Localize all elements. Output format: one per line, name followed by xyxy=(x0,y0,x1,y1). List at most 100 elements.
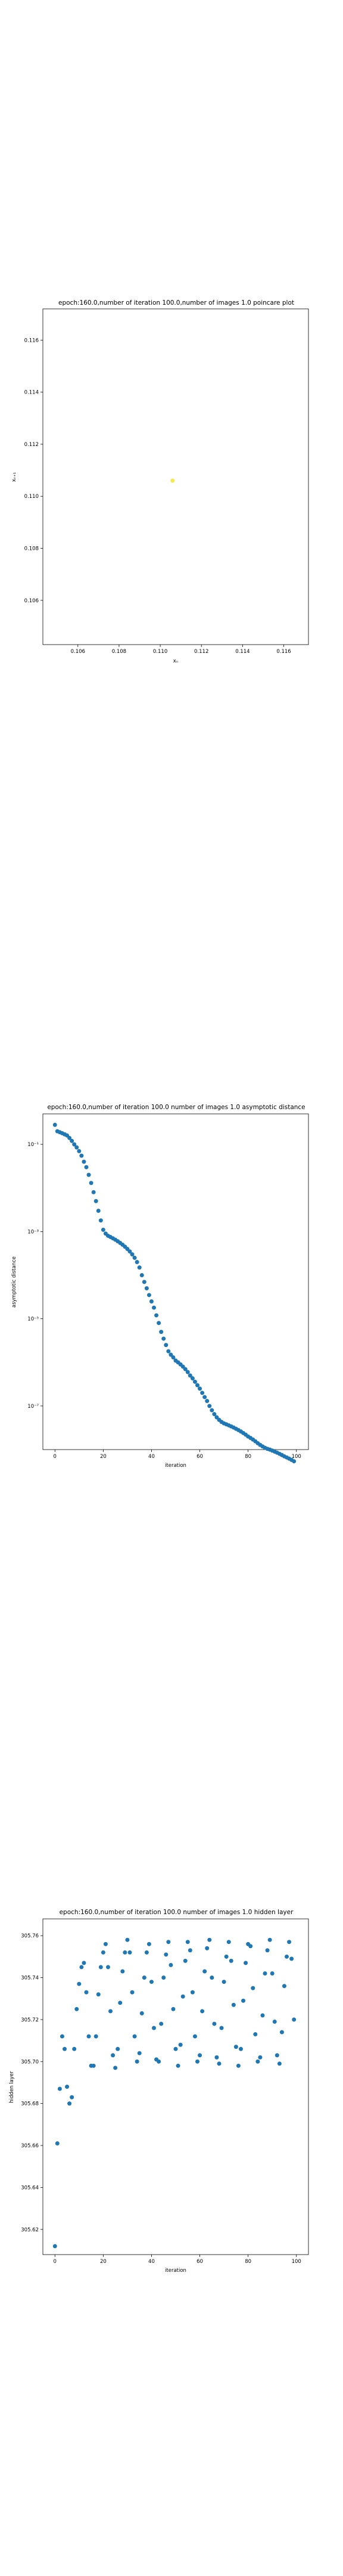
data-point xyxy=(137,1265,142,1270)
y-tick-label: 305.62 xyxy=(21,2227,39,2233)
data-point xyxy=(149,1299,154,1304)
data-point xyxy=(200,1391,205,1395)
data-point xyxy=(183,1958,188,1963)
y-tick-label: 0.116 xyxy=(24,338,39,343)
asymptotic-y-label: asymptotic distance xyxy=(11,1256,17,1308)
data-point xyxy=(96,1992,101,1997)
data-point xyxy=(84,1165,89,1169)
x-tick-label: 0.108 xyxy=(112,649,126,655)
x-tick-label: 100 xyxy=(292,1454,301,1460)
y-tick-label: 0.112 xyxy=(24,442,39,448)
data-point xyxy=(292,1459,297,1464)
data-point xyxy=(154,1313,159,1318)
hidden-layer-plot-area xyxy=(42,1918,309,2255)
data-point xyxy=(161,1976,166,1980)
y-tick-label: 10⁻⁵ xyxy=(27,1317,39,1323)
data-point xyxy=(139,2011,144,2015)
data-point xyxy=(287,1940,292,1945)
data-point xyxy=(98,1965,103,1970)
y-tick-label: 0.114 xyxy=(24,390,39,396)
x-tick-label: 40 xyxy=(148,2259,155,2265)
data-point xyxy=(111,2053,116,2058)
data-point xyxy=(149,1980,154,1984)
y-tick-label: 0.110 xyxy=(24,494,39,500)
x-tick-label: 60 xyxy=(197,1454,203,1460)
y-tick-label: 305.72 xyxy=(21,2017,39,2023)
data-point xyxy=(159,1330,164,1335)
hidden-layer-chart: epoch:160.0,number of iteration 100.0 nu… xyxy=(9,1909,309,2274)
data-point xyxy=(55,2141,60,2146)
data-point xyxy=(267,1937,272,1942)
data-point xyxy=(169,1962,173,1967)
data-point xyxy=(255,2059,260,2064)
hidden-layer-x-label: iteration xyxy=(165,2268,186,2274)
data-point xyxy=(67,2101,72,2106)
x-tick-label: 80 xyxy=(245,1454,251,1460)
data-point xyxy=(159,2021,164,2026)
y-tick-label: 305.74 xyxy=(21,1976,39,1981)
data-point xyxy=(166,1349,171,1354)
data-point xyxy=(200,2009,205,2014)
poincare-y-ticks: 0.106 0.108 0.110 0.112 0.114 0.116 xyxy=(24,338,43,604)
data-point xyxy=(77,1981,82,1986)
x-tick-label: 20 xyxy=(100,2259,107,2265)
asymptotic-x-ticks: 0 20 40 60 80 100 xyxy=(54,1450,301,1460)
data-point xyxy=(72,1142,77,1147)
data-point xyxy=(265,1948,270,1953)
data-point xyxy=(142,1280,146,1284)
data-point xyxy=(224,1954,229,1959)
hidden-layer-points xyxy=(52,1937,297,2249)
y-tick-label: 10⁻¹ xyxy=(27,1142,39,1148)
data-point xyxy=(161,1336,166,1341)
data-point xyxy=(108,2009,113,2014)
data-point xyxy=(152,2026,157,2030)
y-tick-label: 10⁻⁷ xyxy=(27,1404,39,1410)
x-tick-label: 80 xyxy=(245,2259,251,2265)
data-point xyxy=(248,1944,253,1949)
data-point xyxy=(70,1138,74,1143)
poincare-y-label: xₙ₊₁ xyxy=(11,472,17,482)
data-point xyxy=(70,2095,74,2100)
asymptotic-x-label: iteration xyxy=(165,1463,186,1469)
data-point xyxy=(105,1965,110,1970)
x-tick-label: 40 xyxy=(148,1454,155,1460)
data-point xyxy=(171,1355,176,1360)
data-point xyxy=(226,1940,231,1945)
poincare-chart: epoch:160.0,number of iteration 100.0,nu… xyxy=(11,299,309,664)
data-point xyxy=(91,2063,96,2068)
data-point xyxy=(258,2055,263,2060)
data-point xyxy=(62,2046,67,2051)
data-point xyxy=(152,1305,157,1310)
data-point xyxy=(212,1412,217,1417)
y-tick-label: 305.76 xyxy=(21,1933,39,1939)
data-point xyxy=(77,1148,82,1153)
hidden-layer-y-label: hidden layer xyxy=(9,2071,15,2103)
data-point xyxy=(236,2063,241,2068)
x-tick-label: 0.110 xyxy=(153,649,167,655)
asymptotic-y-ticks: 10⁻¹ 10⁻³ 10⁻⁵ 10⁻⁷ xyxy=(27,1142,43,1410)
data-point xyxy=(176,2063,180,2068)
data-point xyxy=(263,1971,267,1976)
hidden-layer-x-ticks: 0 20 40 60 80 100 xyxy=(54,2255,301,2265)
data-point xyxy=(96,1208,101,1213)
data-point xyxy=(86,1172,91,1177)
data-point xyxy=(253,2032,258,2037)
x-tick-label: 100 xyxy=(292,2259,301,2265)
data-point xyxy=(118,2001,123,2005)
data-point xyxy=(157,1321,161,1326)
data-point xyxy=(185,1940,190,1945)
data-point xyxy=(116,2046,120,2051)
data-point xyxy=(270,1971,275,1976)
data-point xyxy=(132,1255,137,1260)
data-point xyxy=(205,1399,210,1404)
y-tick-label: 0.108 xyxy=(24,546,39,552)
data-point xyxy=(139,1272,144,1277)
data-point xyxy=(84,1990,89,1995)
data-point xyxy=(164,1343,169,1348)
asymptotic-distance-chart: epoch:160.0,number of iteration 100.0 nu… xyxy=(11,1104,309,1469)
data-point xyxy=(123,1950,127,1955)
data-point xyxy=(190,1376,195,1381)
data-point xyxy=(210,1408,214,1413)
x-tick-label: 0.112 xyxy=(194,649,208,655)
